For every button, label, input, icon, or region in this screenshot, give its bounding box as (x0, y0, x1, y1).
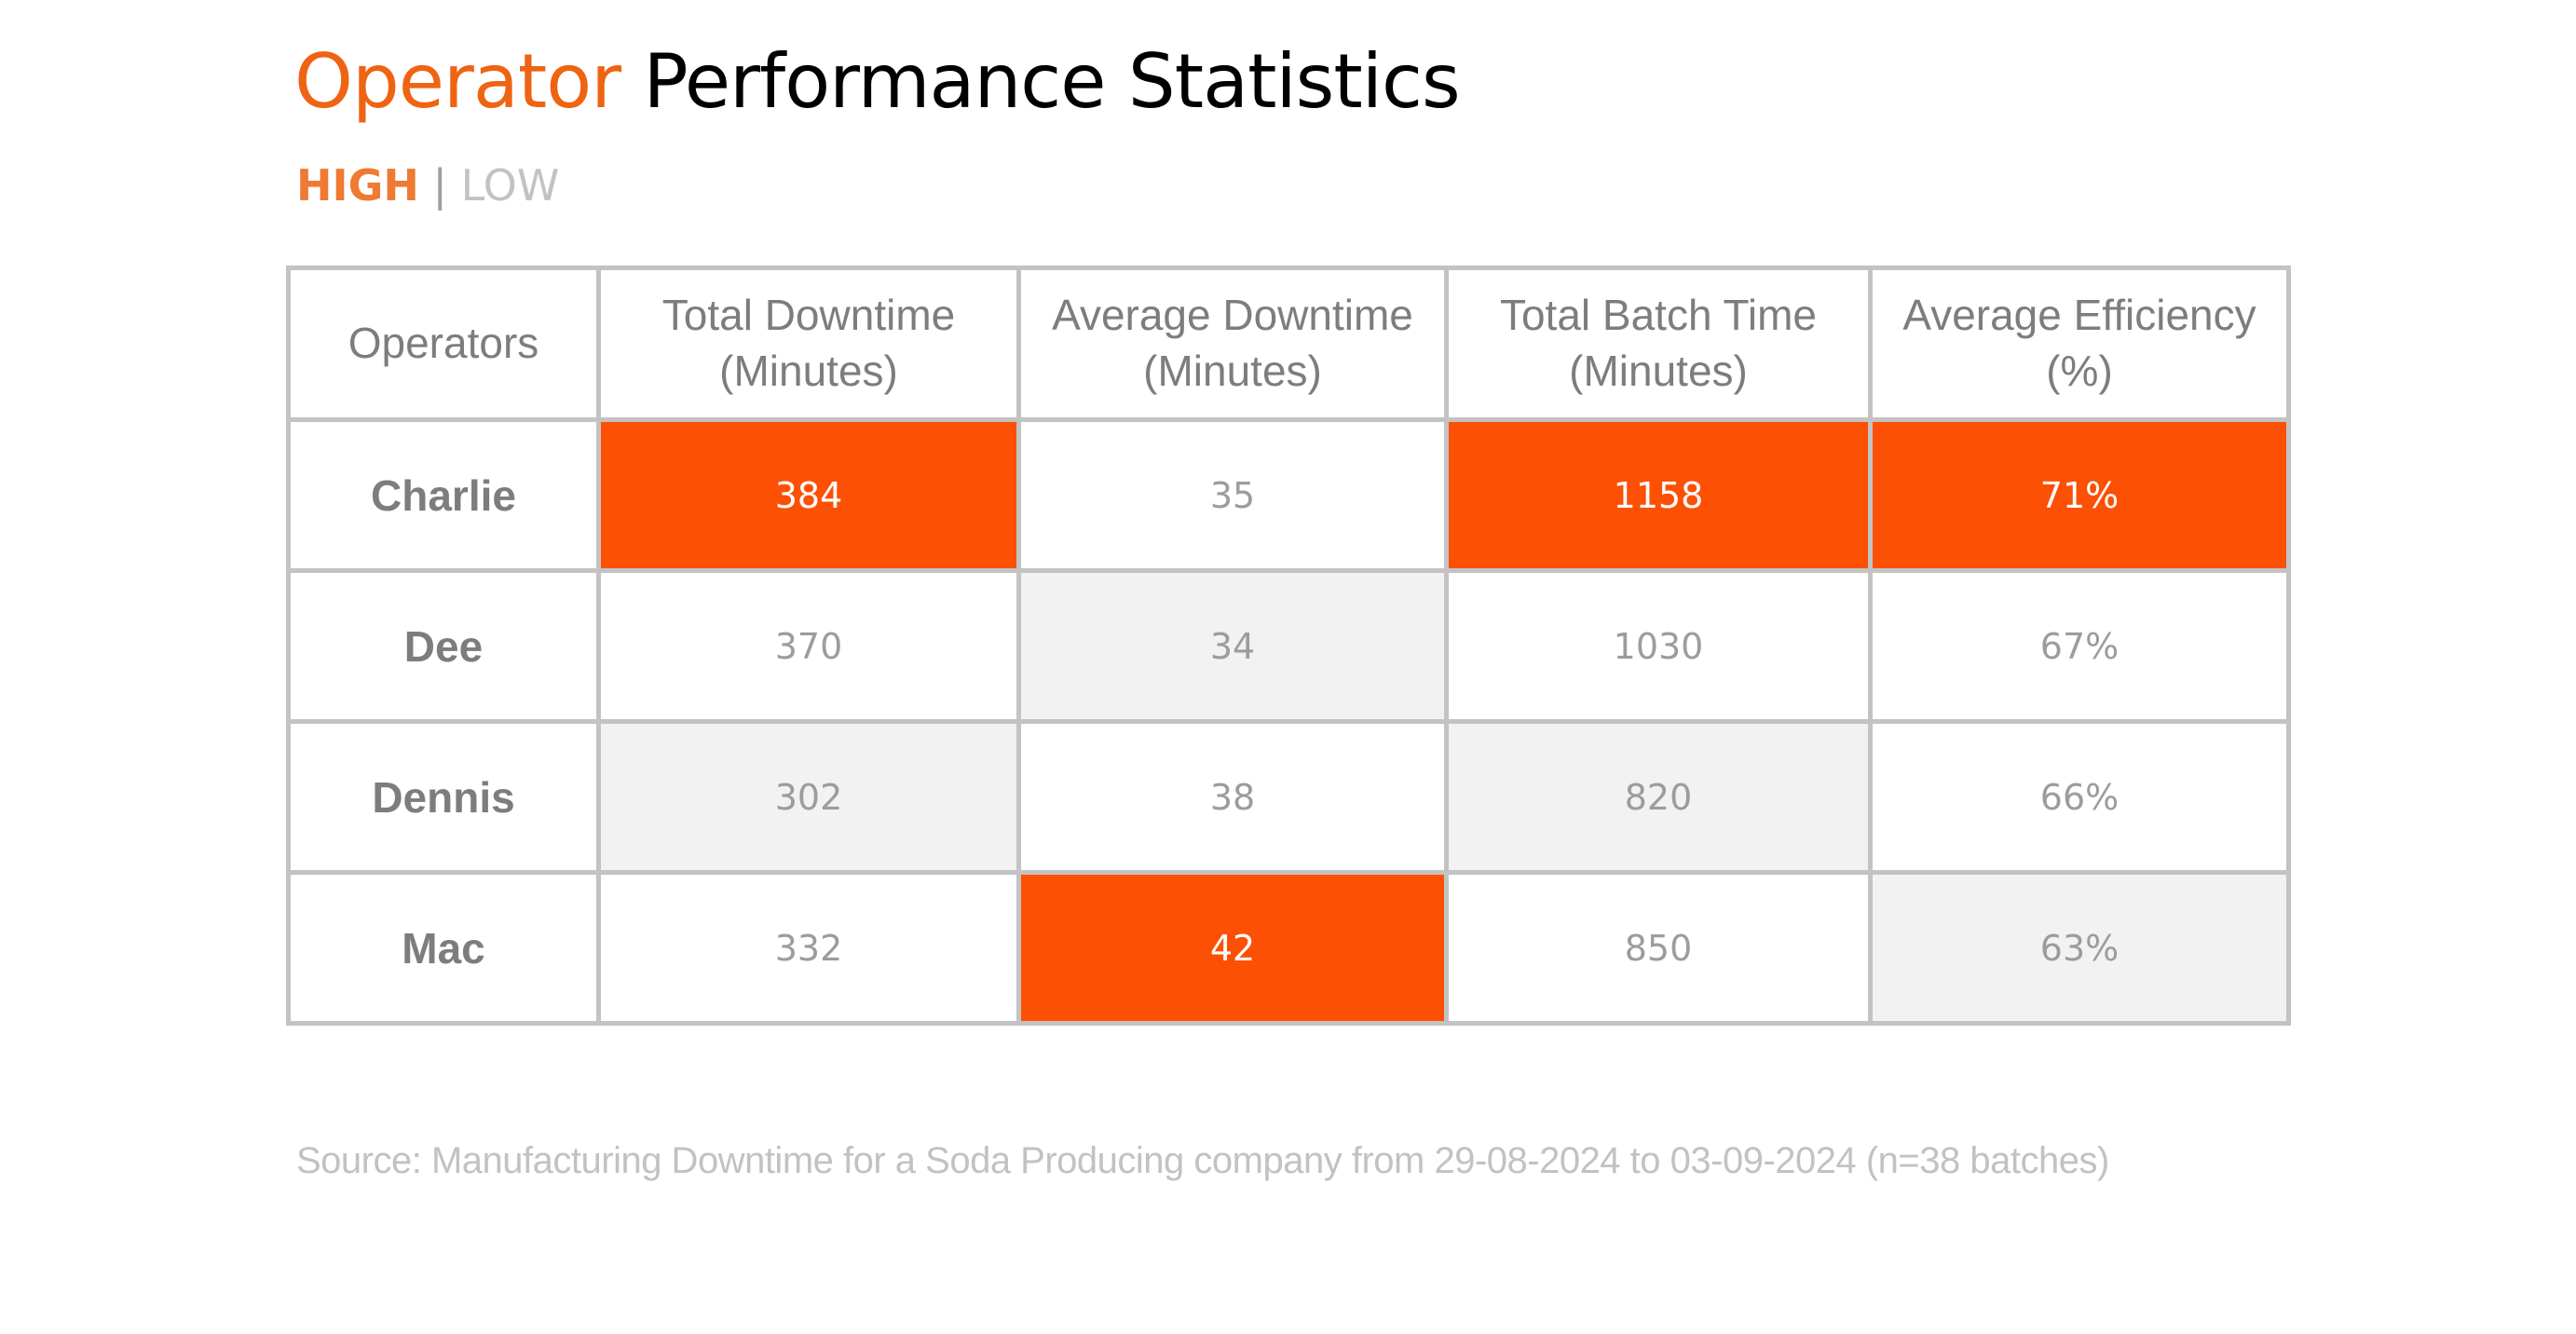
header-label: Total Batch Time (1499, 291, 1818, 340)
page-title: Operator Performance Statistics (294, 38, 1461, 125)
average-efficiency-cell: 66% (1868, 719, 2291, 875)
legend-high: HIGH (296, 160, 419, 211)
operator-name: Dee (286, 568, 601, 724)
total-downtime-cell: 302 (596, 719, 1021, 875)
header-label: Operators (348, 319, 539, 368)
header-average-downtime: Average Downtime (Minutes) (1016, 265, 1449, 422)
table-row: Dee 370 34 1030 67% (286, 568, 2291, 724)
table-header-row: Operators Total Downtime (Minutes) Avera… (286, 265, 2291, 422)
header-unit: (Minutes) (719, 347, 898, 395)
header-unit: (Minutes) (1569, 347, 1748, 395)
header-label: Average Downtime (1052, 291, 1413, 340)
average-efficiency-cell: 71% (1868, 417, 2291, 573)
total-batch-time-cell: 1030 (1444, 568, 1873, 724)
total-batch-time-cell: 850 (1444, 870, 1873, 1026)
table-row: Mac 332 42 850 63% (286, 870, 2291, 1026)
total-downtime-cell: 332 (596, 870, 1021, 1026)
header-operators: Operators (286, 265, 601, 422)
table-row: Charlie 384 35 1158 71% (286, 417, 2291, 573)
average-downtime-cell: 35 (1016, 417, 1449, 573)
legend-low: LOW (460, 160, 560, 211)
source-note: Source: Manufacturing Downtime for a Sod… (296, 1140, 2109, 1181)
total-batch-time-cell: 1158 (1444, 417, 1873, 573)
average-downtime-cell: 34 (1016, 568, 1449, 724)
header-label: Average Efficiency (1902, 291, 2256, 340)
header-unit: (%) (2046, 347, 2113, 395)
page-title-accent: Operator (294, 38, 621, 125)
operator-name: Mac (286, 870, 601, 1026)
header-total-batch-time: Total Batch Time (Minutes) (1444, 265, 1873, 422)
table-row: Dennis 302 38 820 66% (286, 719, 2291, 875)
legend-separator: | (432, 160, 448, 211)
total-batch-time-cell: 820 (1444, 719, 1873, 875)
average-efficiency-cell: 63% (1868, 870, 2291, 1026)
average-downtime-cell: 38 (1016, 719, 1449, 875)
header-label: Total Downtime (661, 291, 956, 340)
page-title-rest: Performance Statistics (643, 38, 1461, 125)
total-downtime-cell: 384 (596, 417, 1021, 573)
average-efficiency-cell: 67% (1868, 568, 2291, 724)
header-total-downtime: Total Downtime (Minutes) (596, 265, 1021, 422)
operator-name: Charlie (286, 417, 601, 573)
average-downtime-cell: 42 (1016, 870, 1449, 1026)
operator-name: Dennis (286, 719, 601, 875)
legend: HIGH | LOW (296, 160, 559, 211)
header-unit: (Minutes) (1143, 347, 1322, 395)
total-downtime-cell: 370 (596, 568, 1021, 724)
operator-stats-table: Operators Total Downtime (Minutes) Avera… (286, 265, 2291, 1026)
header-average-efficiency: Average Efficiency (%) (1868, 265, 2291, 422)
